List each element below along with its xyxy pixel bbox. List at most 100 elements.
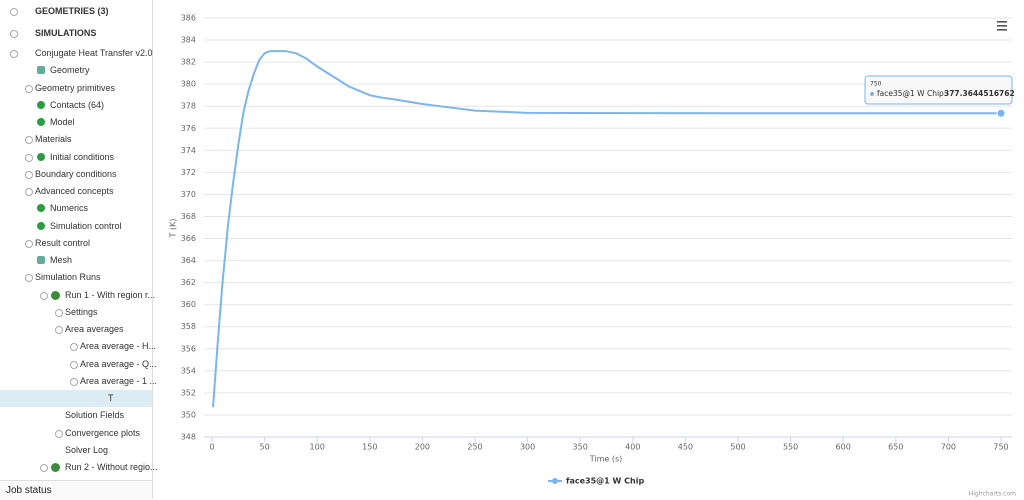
section-header[interactable]: GEOMETRIES (3) [35,6,109,16]
tree-item[interactable]: Result control [35,237,91,248]
legend-label: face35@1 W Chip [566,477,644,486]
tree-item[interactable]: Initial conditions [50,151,115,162]
x-tick-label: 650 [888,443,903,452]
expand-toggle[interactable] [25,239,33,248]
expand-toggle[interactable] [10,50,18,58]
expand-toggle[interactable] [40,291,48,300]
expand-toggle[interactable] [25,188,33,196]
tree-item[interactable]: Contacts (64) [50,99,105,110]
expand-toggle[interactable] [25,170,33,179]
y-tick-label: 380 [181,80,196,89]
x-tick-label: 250 [467,443,482,452]
y-axis-label: T (K) [169,219,178,239]
x-tick-label: 100 [310,443,325,452]
tree-item[interactable]: Boundary conditions [35,168,117,179]
check-icon [37,204,45,213]
tree-item[interactable]: Solver Log [65,444,109,455]
expand-toggle[interactable] [70,343,78,352]
hover-marker [996,108,1006,118]
tree-item[interactable]: Run 1 - With region r... [65,289,156,300]
y-tick-label: 358 [181,322,196,331]
sidebar: GEOMETRIES (3) SIMULATIONS Job status Co… [0,0,158,500]
tree-item[interactable]: Solution Fields [65,410,125,421]
expand-toggle[interactable] [25,274,33,283]
tree-item[interactable]: Area average - Q... [80,358,157,369]
toggle[interactable] [10,30,18,38]
expand-toggle[interactable] [55,429,63,438]
check-icon [37,221,45,230]
x-tick-label: 50 [260,443,270,452]
tree-item[interactable]: Numerics [50,203,89,214]
geometry-icon [37,256,45,264]
data-line [212,50,1002,408]
gear-icon [51,290,60,300]
tooltip-box [864,75,1013,105]
check-icon [37,152,45,161]
expand-toggle[interactable] [25,136,33,145]
x-tick-label: 450 [678,443,693,452]
toggle[interactable] [10,8,18,16]
tree-item[interactable]: T [108,393,114,403]
tree-item[interactable]: Conjugate Heat Transfer v2.0 [35,48,153,58]
tooltip-label: face35@1 W Chip: [877,89,946,98]
y-tick-label: 368 [181,212,196,221]
x-tick-label: 350 [573,443,588,452]
tree-item[interactable]: Simulation Runs [35,272,101,283]
x-tick-label: 750 [993,443,1008,452]
y-tick-label: 348 [181,433,196,442]
y-tick-label: 386 [181,14,196,23]
legend-dot [552,478,558,484]
x-tick-label: 700 [941,443,956,452]
section-header[interactable]: SIMULATIONS [35,28,97,38]
expand-toggle[interactable] [55,308,63,317]
tree-item[interactable]: Area averages [65,324,124,334]
expand-toggle[interactable] [25,84,33,93]
y-tick-label: 364 [181,256,196,265]
tree-item[interactable]: Mesh [50,255,73,265]
expand-toggle[interactable] [70,377,78,386]
y-tick-label: 372 [181,168,196,177]
tooltip-dot [870,92,874,96]
y-tick-label: 382 [181,58,196,67]
y-tick-label: 360 [181,300,196,309]
tree-item[interactable]: Run 2 - Without regio... [65,462,158,472]
tree-item[interactable]: Materials [35,134,72,145]
tree-item[interactable]: Advanced concepts [35,186,114,196]
tooltip-x: 750 [870,81,882,88]
tree-item[interactable]: Geometry primitives [35,82,116,93]
y-tick-label: 366 [181,234,196,243]
footer-bar [0,480,152,500]
y-tick-label: 354 [181,366,196,375]
job-status[interactable]: Job status [6,485,52,496]
tree-item[interactable]: Geometry [50,65,90,76]
y-tick-label: 374 [181,146,196,155]
expand-toggle[interactable] [25,153,33,162]
x-tick-label: 550 [783,443,798,452]
x-axis-label: Time (s) [589,455,623,464]
credit: Highcharts.com [969,491,1016,498]
expand-toggle[interactable] [70,360,78,369]
check-icon [37,118,45,126]
y-tick-label: 376 [181,124,196,133]
expand-toggle[interactable] [40,464,48,472]
menu-icon[interactable] [997,21,1007,31]
y-tick-label: 362 [181,278,196,287]
tree-item[interactable]: Area average - 1 ... [80,375,158,386]
y-tick-label: 384 [181,36,196,45]
tooltip-value: 377.3644516762 [944,89,1015,98]
x-tick-label: 0 [209,443,214,452]
x-tick-label: 300 [520,443,535,452]
tree-item[interactable]: Settings [65,306,98,317]
expand-toggle[interactable] [55,326,63,334]
y-tick-label: 378 [181,102,196,111]
tree-item[interactable]: Simulation control [50,220,122,231]
y-tick-label: 352 [181,388,196,397]
tree-item[interactable]: Convergence plots [65,427,141,438]
y-tick-label: 356 [181,344,196,353]
tree-item[interactable]: Model [50,117,75,127]
geometry-icon [37,66,45,75]
x-tick-label: 150 [362,443,377,452]
tree-item[interactable]: Area average - H... [80,341,157,352]
